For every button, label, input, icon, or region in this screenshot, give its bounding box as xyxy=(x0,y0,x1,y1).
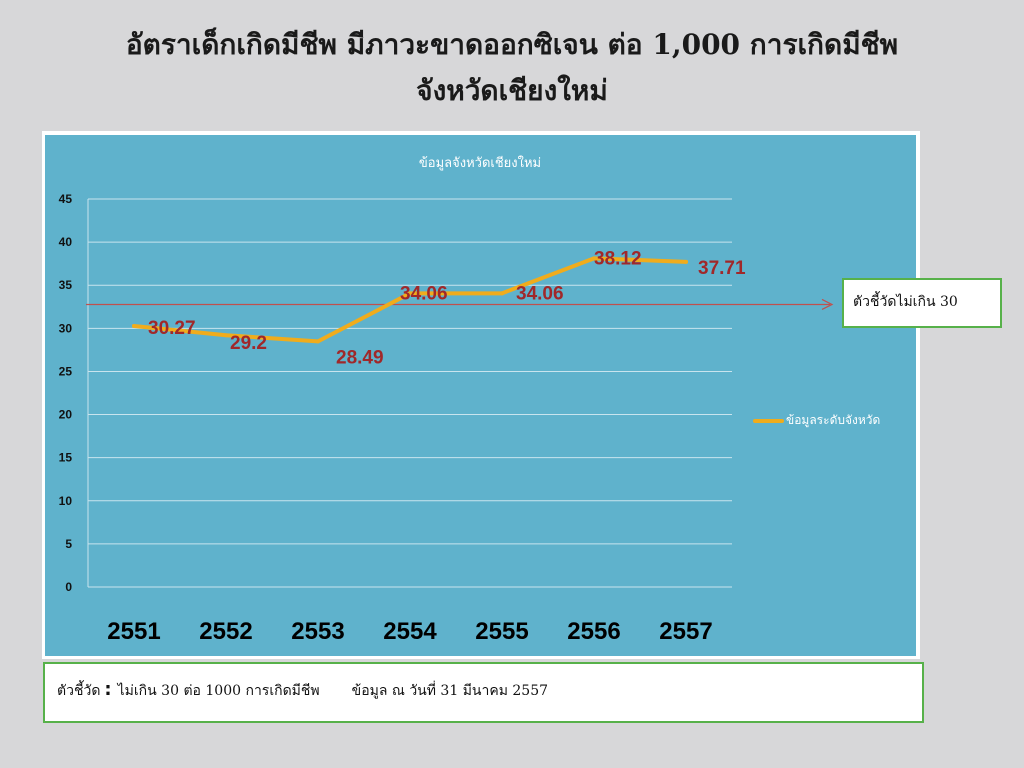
data-point-2555 xyxy=(500,291,504,296)
data-label: 30.27 xyxy=(148,318,196,339)
data-label: 28.49 xyxy=(336,347,384,368)
threshold-callout: ตัวชี้วัดไม่เกิน 30 xyxy=(842,278,1002,328)
y-tick-label: 35 xyxy=(59,278,73,292)
y-tick-label: 40 xyxy=(59,235,73,249)
data-label: 34.06 xyxy=(516,283,564,304)
y-tick-label: 20 xyxy=(59,408,73,422)
data-label: 38.12 xyxy=(594,248,642,269)
data-point-2554 xyxy=(408,291,412,296)
data-label: 29.2 xyxy=(230,333,267,354)
data-point-2552 xyxy=(224,333,228,338)
chart-panel xyxy=(45,135,916,656)
data-point-2556 xyxy=(592,256,596,261)
y-tick-label: 10 xyxy=(59,494,73,508)
legend-label: ข้อมูลระดับจังหวัด xyxy=(786,413,880,428)
y-tick-label: 30 xyxy=(59,321,73,335)
footer-colon: : xyxy=(104,679,112,700)
data-point-2551 xyxy=(132,324,136,329)
threshold-callout-text: ตัวชี้วัดไม่เกิน 30 xyxy=(853,294,958,310)
data-label: 34.06 xyxy=(400,283,448,304)
x-tick-label: 2557 xyxy=(659,618,712,645)
y-tick-label: 5 xyxy=(65,537,72,551)
slide-title: อัตราเด็กเกิดมีชีพ มีภาวะขาดออกซิเจน ต่อ… xyxy=(0,22,1024,114)
footer-note: ตัวชี้วัด: ไม่เกิน 30 ต่อ 1000 การเกิดมีช… xyxy=(43,662,924,723)
chart-title: ข้อมูลจังหวัดเชียงใหม่ xyxy=(419,155,541,171)
footer-criterion: ไม่เกิน 30 ต่อ 1000 การเกิดมีชีพ xyxy=(117,683,320,699)
y-tick-label: 45 xyxy=(59,192,73,206)
x-tick-label: 2552 xyxy=(199,618,252,645)
x-tick-label: 2555 xyxy=(475,618,528,645)
x-tick-label: 2554 xyxy=(383,618,437,645)
footer-as-of: ข้อมูล ณ วันที่ 31 มีนาคม 2557 xyxy=(351,683,549,699)
y-tick-label: 0 xyxy=(65,580,72,594)
x-tick-label: 2556 xyxy=(567,618,620,645)
y-tick-label: 25 xyxy=(59,364,73,378)
data-label: 37.71 xyxy=(698,258,746,279)
x-tick-label: 2551 xyxy=(107,618,160,645)
footer-label: ตัวชี้วัด xyxy=(57,683,101,699)
slide-title-line2: จังหวัดเชียงใหม่ xyxy=(416,74,608,107)
data-point-2557 xyxy=(684,259,688,264)
y-tick-label: 15 xyxy=(59,451,73,465)
data-point-2553 xyxy=(316,339,320,344)
x-tick-label: 2553 xyxy=(291,618,344,645)
threshold-arrowhead xyxy=(821,298,834,311)
slide-title-line1: อัตราเด็กเกิดมีชีพ มีภาวะขาดออกซิเจน ต่อ… xyxy=(125,28,899,61)
